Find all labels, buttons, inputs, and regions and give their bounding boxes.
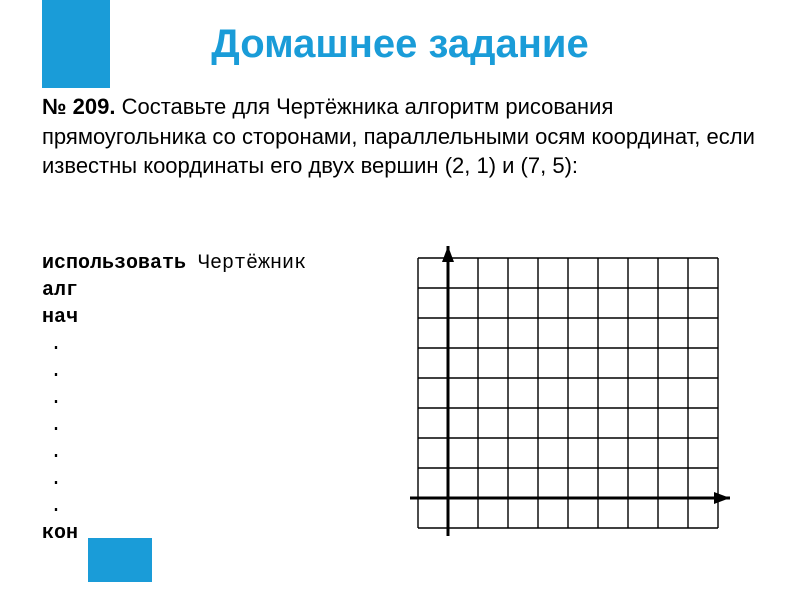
algo-placeholder-dot: . <box>42 466 306 493</box>
algo-placeholder-dot: . <box>42 412 306 439</box>
algo-placeholder-dot: . <box>42 358 306 385</box>
footer-square <box>88 538 152 582</box>
kw-end: кон <box>42 520 306 547</box>
use-arg: Чертёжник <box>198 252 306 275</box>
kw-begin: нач <box>42 304 306 331</box>
algo-placeholder-dot: . <box>42 439 306 466</box>
coordinate-grid <box>400 240 736 546</box>
task-body: Составьте для Чертёжника алгоритм рисова… <box>42 94 755 178</box>
kw-use: использовать <box>42 252 186 275</box>
algo-placeholder-dot: . <box>42 331 306 358</box>
algo-placeholder-dot: . <box>42 493 306 520</box>
kw-alg: алг <box>42 277 306 304</box>
task-number: № 209. <box>42 94 115 119</box>
algo-placeholder-dot: . <box>42 385 306 412</box>
page-title: Домашнее задание <box>0 22 800 67</box>
algorithm-block: использовать Чертёжник алг нач ....... к… <box>42 250 306 547</box>
task-text: № 209. Составьте для Чертёжника алгоритм… <box>42 92 758 181</box>
